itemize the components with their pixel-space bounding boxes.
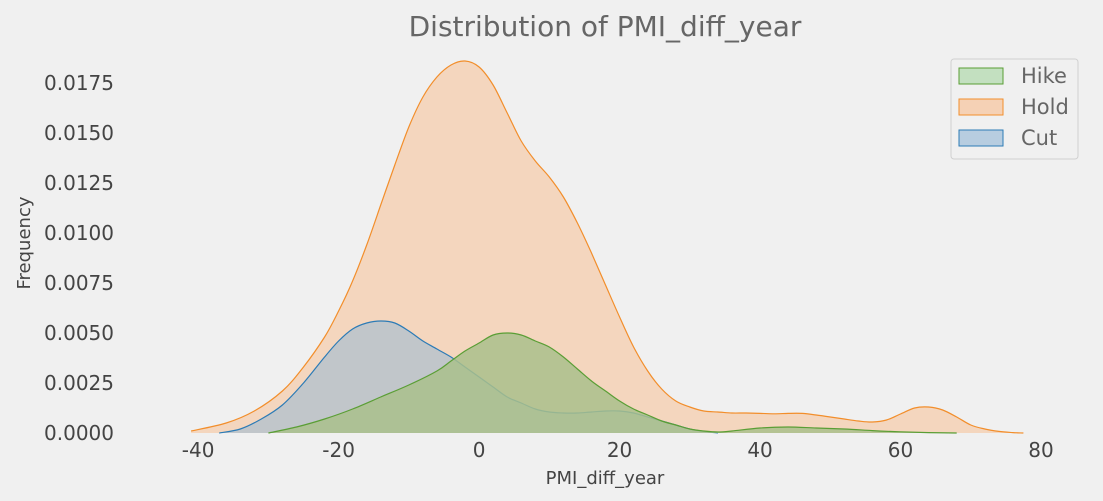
x-axis-title: PMI_diff_year [546, 468, 665, 489]
legend-label-cut: Cut [1021, 126, 1057, 150]
x-tick-label: 20 [607, 438, 632, 462]
y-tick-label: 0.0175 [44, 71, 114, 95]
y-tick-label: 0.0025 [44, 371, 114, 395]
legend-label-hold: Hold [1021, 95, 1069, 119]
x-tick-label: 60 [888, 438, 913, 462]
y-axis-title: Frequency [14, 196, 35, 289]
y-tick-label: 0.0125 [44, 171, 114, 195]
x-tick-label: 80 [1028, 438, 1053, 462]
chart-title: Distribution of PMI_diff_year [409, 10, 802, 43]
density-line-hike [268, 332, 957, 434]
x-axis-ticks: -40 -20 0 20 40 60 80 [182, 438, 1054, 462]
x-tick-label: 40 [747, 438, 772, 462]
density-areas [190, 60, 1024, 434]
x-tick-label: -40 [182, 438, 215, 462]
x-tick-label: 0 [473, 438, 486, 462]
legend: Hike Hold Cut [950, 58, 1079, 160]
density-line-hold [190, 60, 1024, 434]
legend-swatch-cut [958, 129, 1004, 147]
y-axis-ticks: 0.0000 0.0025 0.0050 0.0075 0.0100 0.0125 0.01… [44, 71, 114, 445]
y-tick-label: 0.0100 [44, 221, 114, 245]
legend-swatch-hold [958, 98, 1004, 116]
y-tick-label: 0.0075 [44, 271, 114, 295]
legend-label-hike: Hike [1021, 64, 1067, 88]
legend-swatch-hike [958, 67, 1004, 85]
y-tick-label: 0.0000 [44, 421, 114, 445]
y-tick-label: 0.0050 [44, 321, 114, 345]
y-tick-label: 0.0150 [44, 121, 114, 145]
density-area-hike [268, 333, 957, 433]
x-tick-label: -20 [322, 438, 355, 462]
